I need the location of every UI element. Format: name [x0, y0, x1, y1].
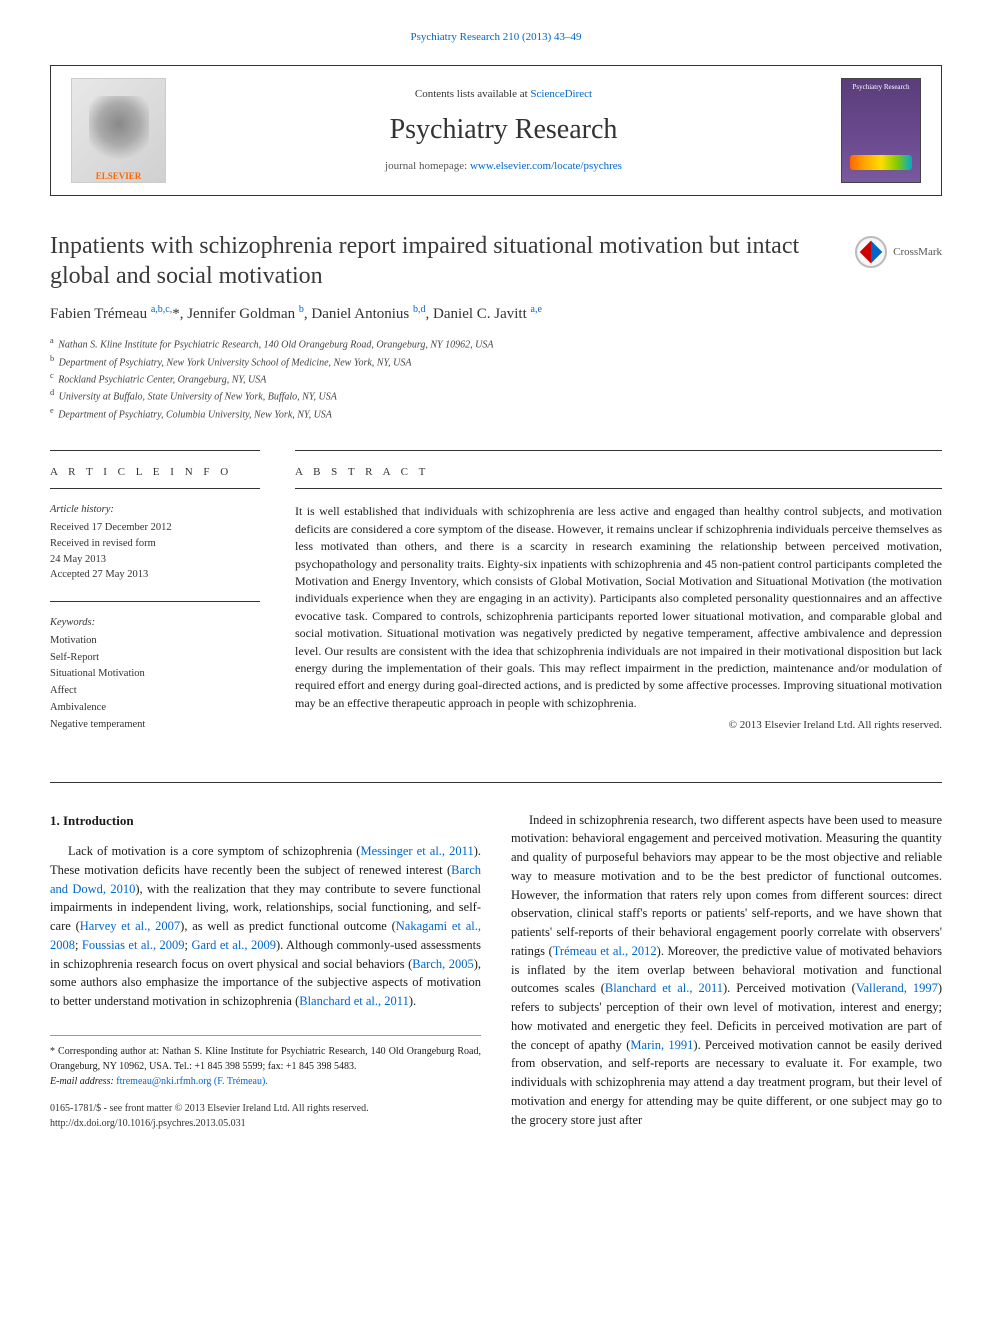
cover-label: Psychiatry Research — [842, 79, 920, 97]
body-col-right: Indeed in schizophrenia research, two di… — [511, 811, 942, 1131]
ref-link[interactable]: Barch and Dowd, 2010 — [50, 863, 481, 896]
email-link[interactable]: ftremeau@nki.rfmh.org (F. Trémeau). — [116, 1076, 268, 1087]
corresponding-footer: * Corresponding author at: Nathan S. Kli… — [50, 1035, 481, 1089]
journal-header: ELSEVIER Contents lists available at Sci… — [50, 65, 942, 196]
crossmark-badge[interactable]: CrossMark — [855, 236, 942, 268]
abstract-column: A B S T R A C T It is well established t… — [295, 442, 942, 752]
intro-heading: 1. Introduction — [50, 811, 481, 831]
elsevier-tree-icon — [89, 96, 149, 166]
ref-link[interactable]: Blanchard et al., 2011 — [299, 994, 409, 1008]
contents-line: Contents lists available at ScienceDirec… — [166, 87, 841, 102]
ref-link[interactable]: Messinger et al., 2011 — [360, 844, 473, 858]
ref-link[interactable]: Foussias et al., 2009 — [82, 938, 185, 952]
authors-line: Fabien Trémeau a,b,c,*, Jennifer Goldman… — [50, 303, 942, 325]
abstract-divider-top — [295, 450, 942, 451]
corresponding-text: * Corresponding author at: Nathan S. Kli… — [50, 1044, 481, 1074]
header-center: Contents lists available at ScienceDirec… — [166, 87, 841, 175]
article-info-heading: A R T I C L E I N F O — [50, 465, 260, 480]
article-title: Inpatients with schizophrenia report imp… — [50, 231, 835, 291]
intro-para-2: Indeed in schizophrenia research, two di… — [511, 811, 942, 1130]
issn-line: 0165-1781/$ - see front matter © 2013 El… — [50, 1101, 481, 1116]
info-divider-kw — [50, 601, 260, 602]
elsevier-label: ELSEVIER — [96, 170, 142, 183]
history-label: Article history: — [50, 503, 260, 518]
section-divider — [50, 782, 942, 783]
abstract-copyright: © 2013 Elsevier Ireland Ltd. All rights … — [295, 718, 942, 733]
info-abstract-row: A R T I C L E I N F O Article history: R… — [50, 442, 942, 752]
ref-link[interactable]: Harvey et al., 2007 — [80, 919, 180, 933]
abstract-divider-mid — [295, 488, 942, 489]
homepage-line: journal homepage: www.elsevier.com/locat… — [166, 159, 841, 174]
top-citation: Psychiatry Research 210 (2013) 43–49 — [50, 30, 942, 45]
affiliations: a Nathan S. Kline Institute for Psychiat… — [50, 335, 942, 422]
doi-link[interactable]: http://dx.doi.org/10.1016/j.psychres.201… — [50, 1118, 246, 1129]
journal-name: Psychiatry Research — [166, 110, 841, 149]
top-citation-link[interactable]: Psychiatry Research 210 (2013) 43–49 — [410, 31, 581, 43]
ref-link[interactable]: Barch, 2005 — [412, 957, 473, 971]
ref-link[interactable]: Vallerand, 1997 — [856, 981, 938, 995]
title-row: Inpatients with schizophrenia report imp… — [50, 231, 942, 291]
article-history-block: Article history: Received 17 December 20… — [50, 503, 260, 583]
article-info-column: A R T I C L E I N F O Article history: R… — [50, 442, 260, 752]
ref-link[interactable]: Trémeau et al., 2012 — [553, 944, 657, 958]
abstract-heading: A B S T R A C T — [295, 465, 942, 480]
body-col-left: 1. Introduction Lack of motivation is a … — [50, 811, 481, 1131]
ref-link[interactable]: Marin, 1991 — [630, 1038, 693, 1052]
info-divider-mid — [50, 488, 260, 489]
intro-para-1: Lack of motivation is a core symptom of … — [50, 842, 481, 1011]
sciencedirect-link[interactable]: ScienceDirect — [530, 88, 592, 100]
contents-prefix: Contents lists available at — [415, 88, 530, 100]
info-divider-top — [50, 450, 260, 451]
ref-link[interactable]: Gard et al., 2009 — [191, 938, 276, 952]
keywords-list: MotivationSelf-ReportSituational Motivat… — [50, 633, 260, 734]
email-label: E-mail address: — [50, 1076, 116, 1087]
email-line: E-mail address: ftremeau@nki.rfmh.org (F… — [50, 1074, 481, 1089]
elsevier-logo: ELSEVIER — [71, 78, 166, 183]
homepage-link[interactable]: www.elsevier.com/locate/psychres — [470, 160, 622, 172]
issn-doi-block: 0165-1781/$ - see front matter © 2013 El… — [50, 1101, 481, 1131]
ref-link[interactable]: Blanchard et al., 2011 — [605, 981, 723, 995]
homepage-prefix: journal homepage: — [385, 160, 470, 172]
abstract-text: It is well established that individuals … — [295, 503, 942, 712]
journal-cover-thumbnail: Psychiatry Research — [841, 78, 921, 183]
history-text: Received 17 December 2012Received in rev… — [50, 520, 260, 583]
crossmark-icon — [855, 236, 887, 268]
crossmark-label: CrossMark — [893, 245, 942, 260]
keywords-block: Keywords: MotivationSelf-ReportSituation… — [50, 616, 260, 733]
keywords-label: Keywords: — [50, 616, 260, 631]
body-columns: 1. Introduction Lack of motivation is a … — [50, 811, 942, 1131]
